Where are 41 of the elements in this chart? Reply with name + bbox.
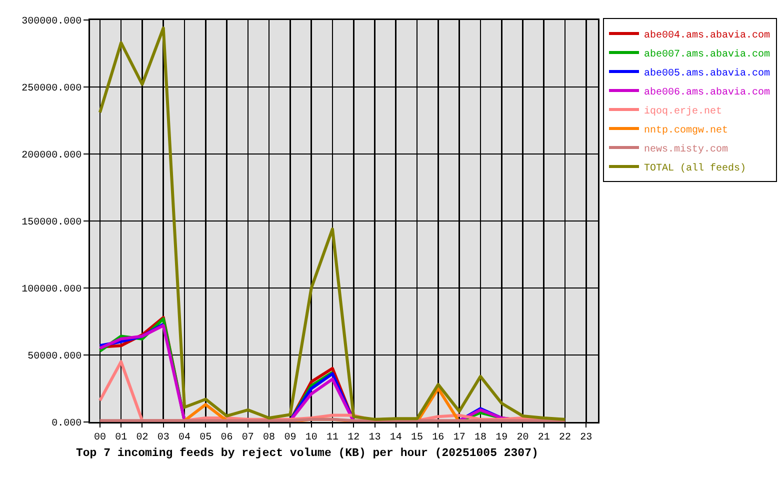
x-tick-label: 12 [348, 432, 360, 444]
y-tick-label: 300000.000 [22, 16, 82, 28]
x-tick-label: 13 [368, 432, 381, 444]
x-tick-label: 15 [411, 432, 424, 444]
x-tick-label: 23 [580, 432, 592, 444]
x-tick-label: 09 [284, 432, 296, 444]
y-tick-label: 0.000 [52, 418, 82, 430]
y-tick-label: 50000.000 [28, 352, 82, 362]
x-tick-label: 18 [474, 432, 486, 444]
x-tick-label: 00 [94, 432, 106, 444]
legend-label: abe007.ams.abavia.com [644, 48, 770, 60]
x-tick-label: 11 [326, 432, 338, 444]
legend-label: nntp.comgw.net [644, 125, 728, 136]
x-tick-label: 01 [115, 432, 128, 444]
x-tick-label: 16 [432, 432, 444, 444]
legend-label: iqoq.erje.net [644, 105, 722, 118]
line-series [98, 26, 567, 421]
y-tick-label: 250000.000 [22, 84, 82, 94]
x-tick-label: 22 [559, 432, 572, 444]
legend-label: news.misty.com [644, 143, 728, 156]
x-tick-label: 04 [178, 432, 191, 444]
y-tick-label: 150000.000 [22, 218, 82, 228]
x-tick-label: 05 [200, 432, 212, 444]
x-tick-label: 03 [157, 432, 170, 444]
legend-label: abe004.ams.abavia.com [644, 29, 770, 42]
text: Top 7 incoming feeds by reject volume (KB) per hour (20251005 2307) [76, 447, 538, 460]
x-tick-label: 19 [496, 432, 508, 444]
x-tick-label: 10 [305, 432, 318, 444]
x-tick-label: 20 [516, 432, 529, 444]
y-tick-label: 100000.000 [22, 284, 82, 296]
x-tick-label: 08 [263, 432, 276, 444]
x-tick-label: 21 [538, 432, 550, 444]
y-tick-label: 200000.000 [22, 150, 82, 162]
x-tick-label: 02 [136, 432, 148, 444]
legend-label: abe006.ams.abavia.com [644, 86, 770, 98]
x-tick-label: 07 [242, 432, 254, 444]
x-tick-label: 17 [453, 432, 466, 444]
x-tick-label: 14 [390, 432, 402, 444]
x-tick-label: 06 [220, 432, 233, 444]
legend-label: TOTAL (all feeds) [644, 162, 746, 174]
legend-label: abe005.ams.abavia.com [644, 67, 770, 80]
